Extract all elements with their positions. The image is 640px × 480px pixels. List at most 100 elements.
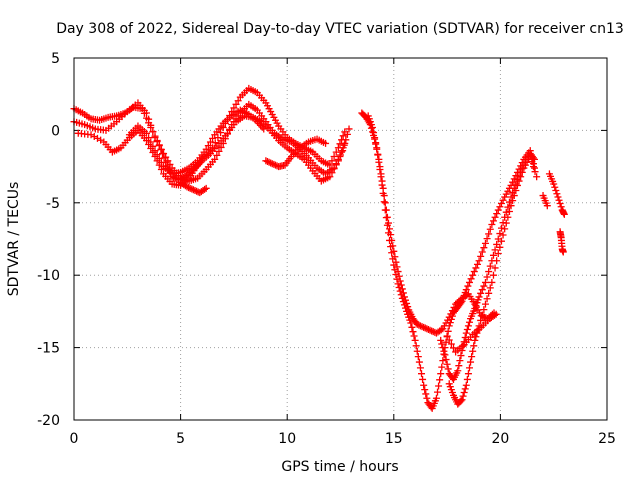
data-point-marker xyxy=(454,367,462,375)
data-point-marker xyxy=(153,138,161,146)
data-point-marker xyxy=(391,266,399,274)
data-point-marker xyxy=(442,356,450,364)
data-point-marker xyxy=(420,381,428,389)
data-point-marker xyxy=(394,280,402,288)
data-point-marker xyxy=(436,376,444,384)
data-point-marker xyxy=(341,139,349,147)
data-point-marker xyxy=(491,213,499,221)
y-tick-label: -15 xyxy=(37,341,60,357)
data-point-marker xyxy=(204,142,212,150)
y-ticks: -20 -15 -10 -5 0 5 xyxy=(37,51,607,429)
data-point-marker xyxy=(202,184,210,192)
data-point-marker xyxy=(260,125,268,133)
data-point-marker xyxy=(326,173,334,181)
data-point-marker xyxy=(465,318,473,326)
data-point-marker xyxy=(480,244,488,252)
x-axis-label: GPS time / hours xyxy=(281,459,398,475)
data-point-marker xyxy=(510,175,518,183)
data-point-marker xyxy=(268,160,276,168)
data-point-marker xyxy=(414,353,422,361)
plot-frame xyxy=(73,57,608,421)
data-point-marker xyxy=(526,152,534,160)
data-point-marker xyxy=(483,273,491,281)
data-point-marker xyxy=(142,129,150,137)
data-point-marker xyxy=(413,347,421,355)
data-point-marker xyxy=(478,286,486,294)
series-group xyxy=(177,179,210,197)
data-point-marker xyxy=(423,325,431,333)
x-tick-label: 15 xyxy=(385,431,403,447)
data-point-marker xyxy=(531,168,539,176)
data-point-marker xyxy=(501,225,509,233)
data-point-marker xyxy=(497,237,505,245)
data-point-marker xyxy=(439,357,447,365)
data-point-marker xyxy=(419,375,427,383)
data-point-marker xyxy=(330,152,338,160)
data-point-marker xyxy=(343,130,351,138)
data-point-marker xyxy=(334,157,342,165)
data-point-marker xyxy=(399,298,407,306)
data-point-marker xyxy=(390,261,398,269)
data-point-marker xyxy=(464,322,472,330)
data-point-marker xyxy=(202,145,210,153)
data-point-marker xyxy=(416,322,424,330)
data-point-marker xyxy=(462,286,470,294)
data-point-marker xyxy=(505,198,513,206)
data-point-marker xyxy=(345,125,353,133)
data-point-marker xyxy=(449,344,457,352)
data-point-marker xyxy=(384,229,392,237)
data-point-marker xyxy=(529,163,537,171)
data-point-marker xyxy=(473,260,481,268)
data-point-marker xyxy=(435,382,443,390)
data-point-marker xyxy=(445,322,453,330)
data-point-marker xyxy=(455,362,463,370)
chart-title: Day 308 of 2022, Sidereal Day-to-day VTE… xyxy=(56,21,624,37)
data-point-marker xyxy=(339,144,347,152)
data-point-marker xyxy=(477,289,485,297)
data-point-marker xyxy=(467,358,475,366)
y-tick-label: -5 xyxy=(46,196,60,212)
data-point-marker xyxy=(415,358,423,366)
data-point-marker xyxy=(529,154,537,162)
data-point-marker xyxy=(491,311,499,319)
data-point-marker xyxy=(142,109,150,117)
data-point-marker xyxy=(328,169,336,177)
data-point-marker xyxy=(469,347,477,355)
data-point-marker xyxy=(478,248,486,256)
data-point-marker xyxy=(370,129,378,137)
data-point-marker xyxy=(377,173,385,181)
data-point-marker xyxy=(418,323,426,331)
data-point-marker xyxy=(397,291,405,299)
data-point-marker xyxy=(471,336,479,344)
data-point-marker xyxy=(460,388,468,396)
data-point-marker xyxy=(416,364,424,372)
series-group xyxy=(125,106,268,178)
data-point-marker xyxy=(489,217,497,225)
data-point-marker xyxy=(395,284,403,292)
data-point-marker xyxy=(467,275,475,283)
data-point-marker xyxy=(469,271,477,279)
data-point-marker xyxy=(485,230,493,238)
data-point-marker xyxy=(512,186,520,194)
data-point-marker xyxy=(381,206,389,214)
data-point-marker xyxy=(483,235,491,243)
data-point-marker xyxy=(499,196,507,204)
data-point-marker xyxy=(513,181,521,189)
data-point-marker xyxy=(556,200,564,208)
data-series xyxy=(70,84,568,412)
data-point-marker xyxy=(155,155,163,163)
data-point-marker xyxy=(493,257,501,265)
series-group xyxy=(556,228,567,256)
data-point-marker xyxy=(488,221,496,229)
data-point-marker xyxy=(375,158,383,166)
data-point-marker xyxy=(437,370,445,378)
data-point-marker xyxy=(486,225,494,233)
data-point-marker xyxy=(217,143,225,151)
data-point-marker xyxy=(407,319,415,327)
data-point-marker xyxy=(496,203,504,211)
y-tick-label: -10 xyxy=(37,268,60,284)
data-point-marker xyxy=(191,186,199,194)
data-point-marker xyxy=(415,321,423,329)
data-point-marker xyxy=(446,319,454,327)
